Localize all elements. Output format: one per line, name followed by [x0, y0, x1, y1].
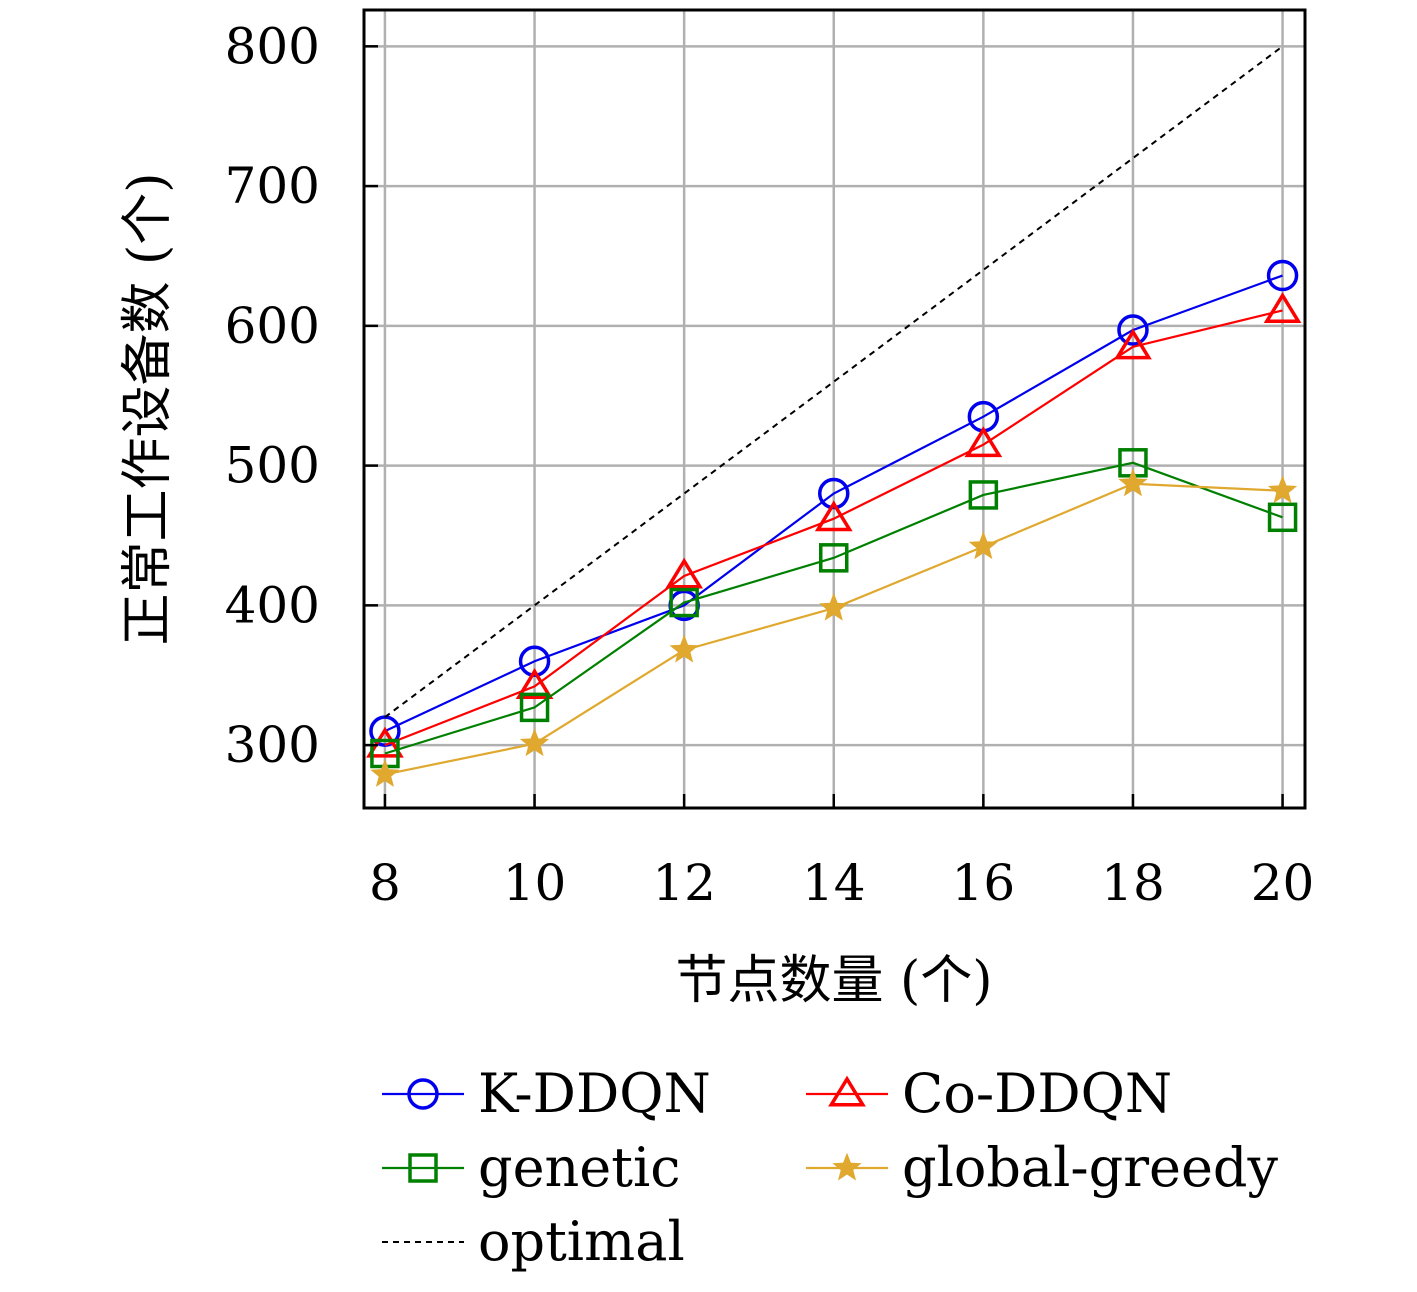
triangle-marker	[665, 557, 704, 589]
legend-item: Co-DDQN	[806, 1062, 1172, 1125]
triangle-marker	[515, 668, 554, 699]
circle-marker	[1266, 259, 1299, 292]
circle-marker	[407, 1078, 439, 1110]
series-lines	[366, 45, 1302, 787]
square-marker	[519, 692, 550, 723]
x-tick-label: 20	[1251, 854, 1315, 912]
star-marker	[1267, 475, 1298, 504]
square-marker	[1267, 502, 1298, 533]
x-tick-label: 14	[802, 854, 866, 912]
triangle-marker	[814, 500, 853, 532]
axis-ticks: 8 10 12 14 16 18 20 300 400 500 600 700 800	[225, 17, 1315, 912]
x-tick-label: 16	[952, 854, 1016, 912]
legend: K-DDQN Co-DDQN genetic global-greedy optimal	[382, 1062, 1278, 1273]
y-tick-label: 700	[225, 157, 320, 215]
y-axis-label: 正常工作设备数 (个)	[118, 172, 178, 645]
legend-item: K-DDQN	[382, 1062, 711, 1125]
star-marker	[370, 759, 400, 787]
triangle-marker	[366, 726, 404, 758]
legend-label: global-greedy	[902, 1136, 1278, 1199]
triangle-marker	[964, 426, 1003, 458]
star-marker	[669, 634, 699, 663]
triangle-marker	[828, 1075, 866, 1107]
circle-marker	[818, 477, 850, 510]
legend-item: optimal	[382, 1210, 685, 1273]
legend-item: genetic	[382, 1136, 680, 1199]
series-global-greedy	[370, 468, 1298, 787]
star-marker	[519, 728, 550, 757]
square-marker	[819, 543, 849, 573]
y-tick-label: 800	[225, 17, 320, 75]
star-marker	[819, 592, 849, 621]
square-marker	[968, 480, 999, 510]
series-line	[384, 461, 1283, 755]
y-tick-label: 600	[225, 297, 320, 355]
square-marker	[669, 587, 699, 618]
series-co-ddqn	[366, 292, 1302, 758]
legend-label: optimal	[478, 1210, 685, 1273]
square-marker	[408, 1153, 438, 1183]
circle-marker	[518, 645, 551, 678]
star-marker	[832, 1152, 862, 1181]
y-tick-label: 500	[225, 437, 320, 495]
series-line	[384, 309, 1283, 747]
legend-label: genetic	[478, 1136, 680, 1199]
triangle-marker	[1114, 328, 1152, 360]
y-tick-label: 300	[225, 716, 320, 774]
x-tick-label: 18	[1101, 854, 1165, 912]
legend-item: global-greedy	[806, 1136, 1278, 1199]
legend-label: K-DDQN	[478, 1062, 711, 1125]
y-tick-label: 400	[225, 576, 320, 634]
x-tick-label: 10	[503, 854, 567, 912]
grid	[364, 10, 1305, 808]
star-marker	[968, 531, 998, 560]
triangle-marker	[1263, 292, 1302, 324]
legend-label: Co-DDQN	[902, 1062, 1172, 1125]
x-axis-label: 节点数量 (个)	[675, 951, 992, 1011]
star-marker	[1118, 468, 1148, 497]
circle-marker	[1117, 314, 1149, 346]
x-tick-label: 12	[652, 854, 716, 912]
x-tick-label: 8	[369, 854, 401, 912]
